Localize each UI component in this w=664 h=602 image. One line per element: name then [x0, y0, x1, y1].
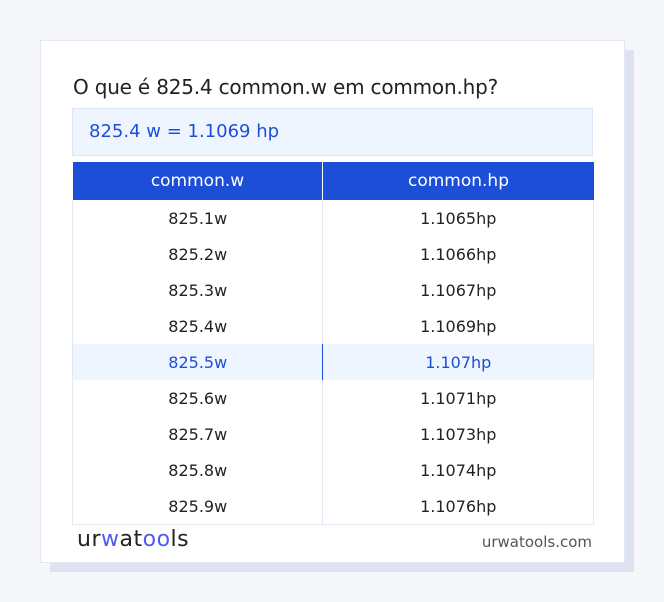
table-row: 825.2w 1.1066hp	[71, 236, 594, 272]
hp-cell: 1.107hp	[322, 344, 594, 380]
page-title: O que é 825.4 common.w em common.hp?	[73, 75, 498, 99]
column-header-hp: common.hp	[322, 162, 594, 200]
hp-cell: 1.1069hp	[322, 308, 594, 344]
table-row: 825.1w 1.1065hp	[71, 200, 594, 236]
w-cell: 825.1w	[71, 200, 324, 236]
table-row: 825.3w 1.1067hp	[71, 272, 594, 308]
w-cell: 825.9w	[71, 488, 324, 525]
table-row: 825.5w 1.107hp	[71, 344, 594, 380]
hp-cell: 1.1071hp	[322, 380, 594, 416]
table-row: 825.7w 1.1073hp	[71, 416, 594, 452]
hp-cell: 1.1074hp	[322, 452, 594, 488]
w-cell: 825.2w	[71, 236, 324, 272]
converter-card: O que é 825.4 common.w em common.hp? 825…	[40, 40, 625, 563]
urwatools-logo[interactable]: urwatools	[77, 527, 190, 552]
site-link[interactable]: urwatools.com	[481, 533, 592, 551]
conversion-result: 825.4 w = 1.1069 hp	[72, 108, 593, 156]
conversion-table: common.w common.hp 825.1w 1.1065hp 825.2w 1…	[71, 162, 594, 525]
w-cell: 825.4w	[71, 308, 324, 344]
hp-cell: 1.1066hp	[322, 236, 594, 272]
table-row: 825.8w 1.1074hp	[71, 452, 594, 488]
table-row: 825.4w 1.1069hp	[71, 308, 594, 344]
w-cell: 825.7w	[71, 416, 324, 452]
w-cell: 825.5w	[71, 344, 324, 380]
column-header-w: common.w	[72, 162, 324, 200]
w-cell: 825.6w	[71, 380, 324, 416]
hp-cell: 1.1065hp	[322, 200, 594, 236]
hp-cell: 1.1073hp	[322, 416, 594, 452]
table-row: 825.6w 1.1071hp	[71, 380, 594, 416]
hp-cell: 1.1067hp	[322, 272, 594, 308]
table-row: 825.9w 1.1076hp	[71, 488, 594, 525]
w-cell: 825.3w	[71, 272, 324, 308]
hp-cell: 1.1076hp	[322, 488, 594, 525]
w-cell: 825.8w	[71, 452, 324, 488]
